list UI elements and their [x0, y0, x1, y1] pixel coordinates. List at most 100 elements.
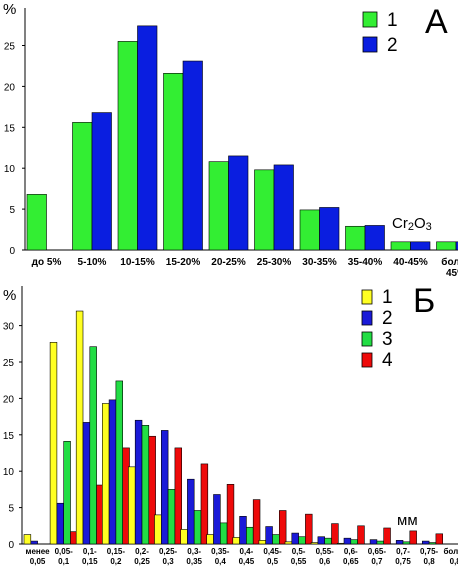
legend-label: 2 — [382, 308, 393, 329]
bar — [232, 537, 240, 545]
bar — [82, 422, 91, 545]
bar — [174, 447, 182, 545]
x-tick-label: 0,25- — [159, 547, 178, 556]
bar — [187, 478, 195, 545]
x-tick-label: 0,15 — [82, 557, 98, 566]
bar — [49, 342, 58, 545]
bar — [128, 466, 136, 545]
bar — [284, 541, 293, 545]
bar — [72, 122, 93, 251]
bar — [200, 463, 209, 545]
x-tick-label: 0,2 — [110, 557, 122, 566]
x-tick-label: 0,45 — [239, 557, 255, 566]
bar — [402, 541, 411, 545]
x-tick-label: 5-10% — [78, 257, 107, 268]
bar — [317, 536, 325, 545]
bar — [428, 542, 437, 545]
bar — [193, 510, 202, 545]
legend-label: 4 — [382, 350, 393, 371]
y-tick-label: 15 — [3, 431, 15, 442]
bar — [206, 534, 214, 545]
bar — [310, 542, 319, 545]
x-tick-label: 0,15- — [107, 547, 126, 556]
bar — [23, 534, 32, 545]
bar — [252, 499, 261, 545]
bar — [180, 529, 188, 545]
bar — [345, 225, 366, 251]
bar — [254, 169, 275, 251]
legend-swatch — [361, 289, 373, 305]
bar — [343, 537, 352, 545]
bar — [220, 522, 228, 545]
x-tick-label: 0,45- — [263, 547, 282, 556]
bar — [357, 525, 365, 545]
x-tick-label: 0,05 — [30, 557, 46, 566]
bar — [395, 540, 404, 545]
legend-label: 2 — [387, 35, 398, 56]
bar — [272, 534, 280, 545]
bar — [30, 540, 38, 545]
x-tick-label: 0,05- — [55, 547, 74, 556]
y-tick-label: 25 — [3, 358, 15, 369]
x-tick-label: 0,5- — [292, 547, 306, 556]
x-tick-label: 25-30% — [257, 257, 292, 268]
y-tick-label: 25 — [4, 42, 16, 53]
bar — [228, 155, 249, 251]
x-tick-label: 0,7 — [371, 557, 383, 566]
bar — [436, 241, 457, 251]
panel-label: Б — [413, 282, 435, 320]
x-tick-label: 45% — [446, 268, 458, 279]
legend-label: 3 — [382, 329, 393, 350]
bar — [298, 536, 306, 545]
y-tick-label: 30 — [3, 322, 15, 333]
bar — [305, 513, 313, 545]
bar — [141, 425, 150, 545]
legend-swatch — [362, 36, 378, 53]
bar — [213, 494, 221, 545]
x-tick-label: 0,55- — [316, 547, 335, 556]
x-tick-label: 0,8 — [424, 557, 436, 566]
x-tick-label: более — [441, 256, 458, 268]
y-tick-label: 20 — [3, 394, 15, 405]
bar — [336, 542, 345, 545]
x-tick-label: 0,35- — [211, 547, 230, 556]
bar — [137, 25, 158, 251]
x-tick-label: 35-40% — [348, 257, 383, 268]
bar — [409, 530, 417, 545]
bar — [278, 510, 287, 545]
x-tick-label: 0,4- — [240, 547, 254, 556]
y-tick-label: 5 — [8, 504, 14, 515]
bar — [383, 527, 391, 545]
bar — [226, 484, 235, 545]
legend-swatch — [361, 331, 373, 347]
bar — [63, 441, 71, 545]
x-tick-label: 0,4 — [215, 557, 227, 566]
bar — [75, 310, 84, 545]
bar — [89, 346, 97, 545]
chart-annotation: Cr2O3 — [392, 215, 432, 233]
bar — [239, 516, 247, 545]
bar — [376, 540, 384, 545]
chart-annotation: мм — [397, 512, 418, 529]
x-tick-label: 0,6- — [344, 547, 358, 556]
y-tick-label: 5 — [9, 205, 15, 216]
legend-label: 1 — [387, 10, 398, 31]
x-tick-label: 0,3- — [187, 547, 201, 556]
legend-label: 1 — [382, 287, 393, 308]
bar — [273, 164, 294, 251]
bar — [163, 73, 184, 251]
bar — [134, 419, 143, 545]
y-tick-label: 0 — [8, 540, 14, 551]
x-tick-label: 0,75 — [395, 557, 411, 566]
bar — [154, 514, 162, 545]
bar — [26, 194, 47, 251]
x-tick-label: 0,7- — [396, 547, 410, 556]
bar — [369, 539, 378, 545]
bar — [258, 540, 266, 545]
x-tick-label: 0,1 — [58, 557, 70, 566]
x-tick-label: 0,65- — [368, 547, 387, 556]
bar — [148, 435, 156, 545]
bar — [161, 430, 169, 545]
